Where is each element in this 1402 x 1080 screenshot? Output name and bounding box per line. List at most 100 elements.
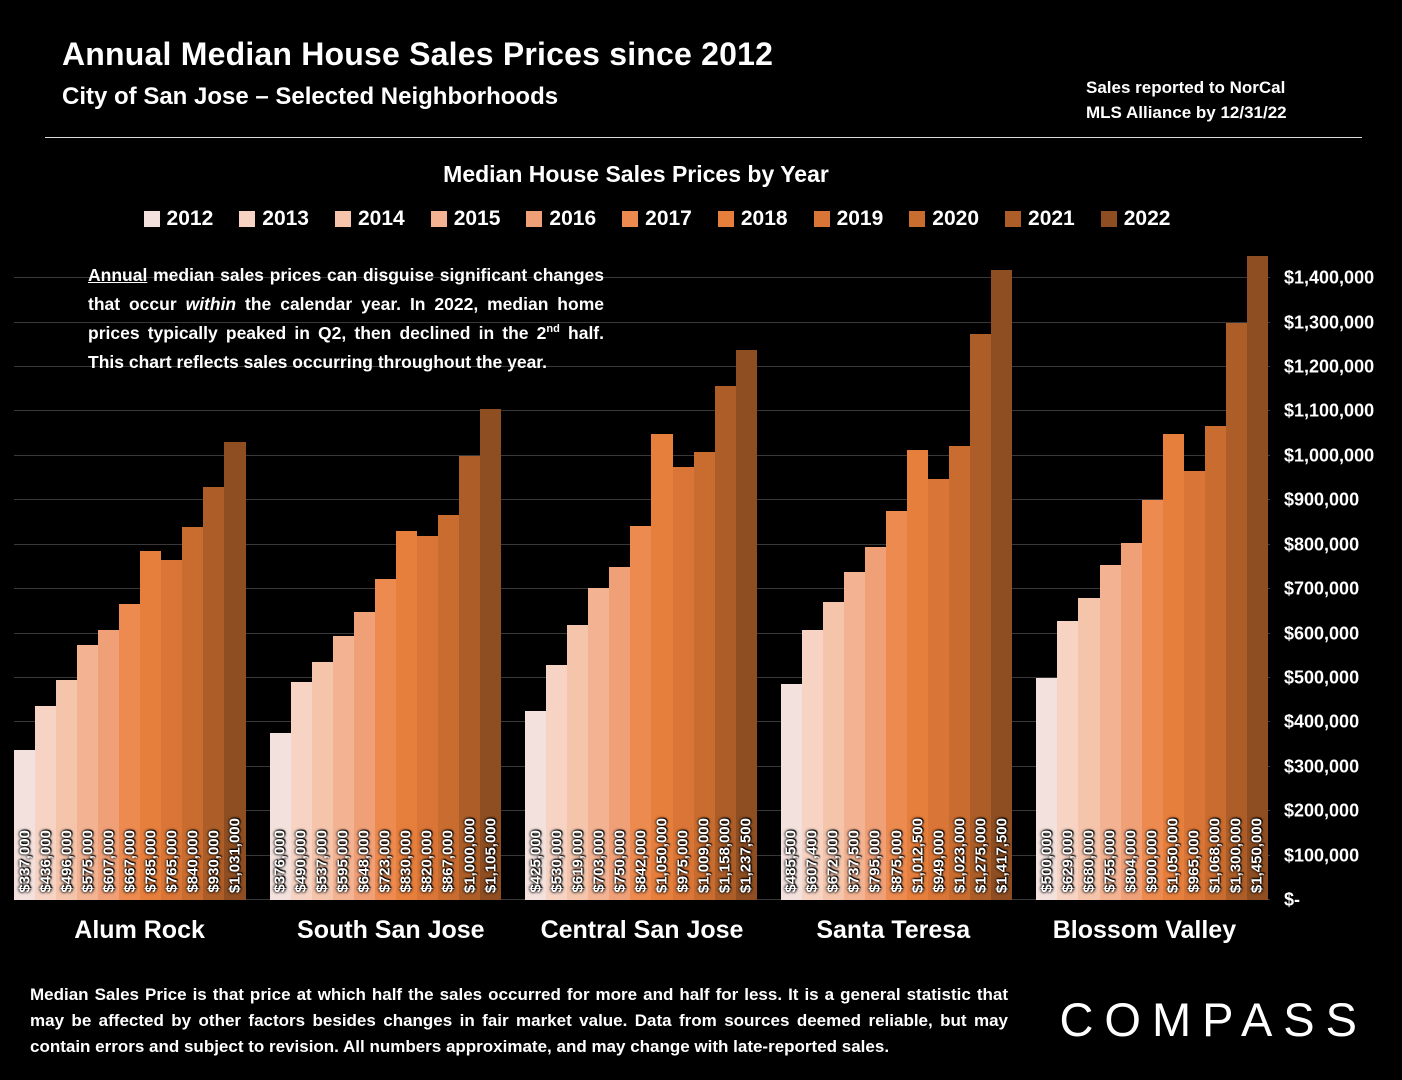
y-tick-label: $800,000 <box>1284 534 1360 555</box>
bar-value-label: $496,000 <box>58 830 76 893</box>
category-label: South San Jose <box>297 916 485 944</box>
bar-2014: $496,000 <box>56 679 78 900</box>
bar-value-label: $436,000 <box>37 830 55 893</box>
page-subtitle: City of San Jose – Selected Neighborhood… <box>62 83 559 110</box>
bar-2018: $1,050,000 <box>1162 433 1184 900</box>
annotation-text-1: median sales prices can disguise signifi… <box>88 265 604 315</box>
bar-2021: $1,300,000 <box>1225 322 1247 900</box>
bar-value-label: $667,000 <box>121 830 139 893</box>
y-tick-label: $500,000 <box>1284 667 1360 688</box>
legend-swatch-icon <box>717 211 734 227</box>
bar-groups: $337,000 $436,000 $496,000 $575,000 $607,000… <box>14 256 1270 900</box>
bar-value-label: $750,000 <box>611 830 629 893</box>
header-note-line2: MLS Alliance by 12/31/22 <box>1086 102 1287 122</box>
bar-value-label: $1,300,000 <box>1227 817 1245 893</box>
legend-year-label: 2013 <box>262 207 309 230</box>
bar-2016: $795,000 <box>864 546 887 900</box>
legend-year-label: 2020 <box>932 207 980 230</box>
y-axis: $1,400,000 $1,300,000 $1,200,000 $1,100,000… <box>1272 256 1402 910</box>
bar-2022: $1,450,000 <box>1246 256 1268 900</box>
legend-item-2013: 2013 <box>239 207 309 231</box>
legend-item-2015: 2015 <box>430 207 500 231</box>
y-tick-label: $1,300,000 <box>1284 312 1375 333</box>
bar-2022: $1,105,000 <box>480 409 502 900</box>
bar-2016: $607,000 <box>98 630 120 900</box>
legend: 2012 2013 2014 2015 2016 2017 2018 2019 2020 2021… <box>40 207 1274 231</box>
category-labels: Alum Rock South San Jose Central San Jose S… <box>14 916 1270 945</box>
gridline <box>14 410 1270 412</box>
y-tick-label: $100,000 <box>1284 845 1360 866</box>
y-tick-label: $1,400,000 <box>1284 267 1375 288</box>
bar-group: $500,000 $629,000 $680,000 $755,000 $804,000… <box>1036 256 1268 900</box>
bar-2018: $1,050,000 <box>651 433 673 900</box>
bar-2019: $965,000 <box>1183 471 1205 900</box>
bar-2018: $1,012,500 <box>907 450 929 900</box>
legend-year-label: 2022 <box>1123 207 1171 230</box>
legend-swatch-icon <box>430 211 447 227</box>
gridline <box>14 366 1270 368</box>
legend-item-2016: 2016 <box>526 207 596 231</box>
y-tick-label: $900,000 <box>1284 489 1360 510</box>
bar-value-label: $804,000 <box>1122 830 1140 893</box>
bar-2020: $1,068,000 <box>1204 425 1226 900</box>
bar-value-label: $1,050,000 <box>1164 817 1182 893</box>
bar-value-label: $376,000 <box>271 830 289 893</box>
bar-2022: $1,031,000 <box>224 442 246 900</box>
y-tick-label: $400,000 <box>1284 711 1360 732</box>
legend-year-label: 2014 <box>357 207 405 230</box>
annotation-italic-word: within <box>185 294 237 315</box>
bar-2012: $485,500 <box>780 684 802 900</box>
legend-swatch-icon <box>813 211 830 227</box>
chart-title: Median House Sales Prices by Year <box>443 161 829 187</box>
plot-area: $337,000 $436,000 $496,000 $575,000 $607,000… <box>14 256 1270 900</box>
bar-2012: $500,000 <box>1036 677 1058 900</box>
bar-2015: $703,000 <box>588 587 610 900</box>
annotation-superscript: nd <box>546 323 560 336</box>
bar-2014: $537,000 <box>311 661 333 900</box>
bar-value-label: $672,000 <box>824 830 842 893</box>
bar-value-label: $1,417,500 <box>993 817 1011 893</box>
legend-item-2019: 2019 <box>813 207 883 231</box>
bar-value-label: $820,000 <box>418 830 436 893</box>
bar-2019: $975,000 <box>672 466 694 900</box>
page-title: Annual Median House Sales Prices since 2… <box>62 36 774 72</box>
annotation: Annual median sales prices can disguise … <box>88 261 604 377</box>
bar-value-label: $607,400 <box>803 830 821 893</box>
bar-group: $337,000 $436,000 $496,000 $575,000 $607,000… <box>14 256 246 900</box>
bar-2015: $595,000 <box>332 635 354 900</box>
category-label: Alum Rock <box>74 916 205 944</box>
y-tick-label: $200,000 <box>1284 800 1360 821</box>
bar-value-label: $1,105,000 <box>482 817 500 893</box>
y-tick-label: $1,200,000 <box>1284 356 1375 377</box>
bar-2012: $337,000 <box>14 750 36 900</box>
bar-2017: $667,000 <box>119 603 141 900</box>
bar-value-label: $648,000 <box>355 830 373 893</box>
legend-year-label: 2012 <box>166 207 214 230</box>
legend-year-label: 2017 <box>645 207 692 230</box>
category-label: Santa Teresa <box>816 916 971 944</box>
bar-2021: $1,000,000 <box>459 455 481 900</box>
bar-value-label: $595,000 <box>334 830 352 893</box>
legend-swatch-icon <box>622 211 639 227</box>
bar-value-label: $1,237,500 <box>737 817 755 893</box>
bar-2015: $737,500 <box>843 572 865 900</box>
gridline <box>14 277 1270 279</box>
bar-value-label: $485,500 <box>782 830 800 893</box>
y-tick-label: $- <box>1284 889 1301 910</box>
bar-value-label: $840,000 <box>184 830 202 893</box>
annotation-text-3: half. This chart reflects sales occurrin… <box>88 323 604 373</box>
bar-2012: $376,000 <box>269 733 291 900</box>
bar-2017: $900,000 <box>1141 500 1163 900</box>
bar-value-label: $1,012,500 <box>909 817 927 893</box>
y-tick-label: $700,000 <box>1284 578 1360 599</box>
bar-2018: $830,000 <box>395 531 417 900</box>
annotation-underlined-word: Annual <box>88 265 148 285</box>
legend-swatch-icon <box>143 211 160 227</box>
bar-2020: $867,000 <box>437 514 460 900</box>
bar-value-label: $703,000 <box>590 830 608 893</box>
legend-swatch-icon <box>239 211 256 227</box>
bar-value-label: $965,000 <box>1185 830 1203 893</box>
bar-2014: $619,000 <box>567 625 589 900</box>
bar-2013: $629,000 <box>1057 620 1079 900</box>
